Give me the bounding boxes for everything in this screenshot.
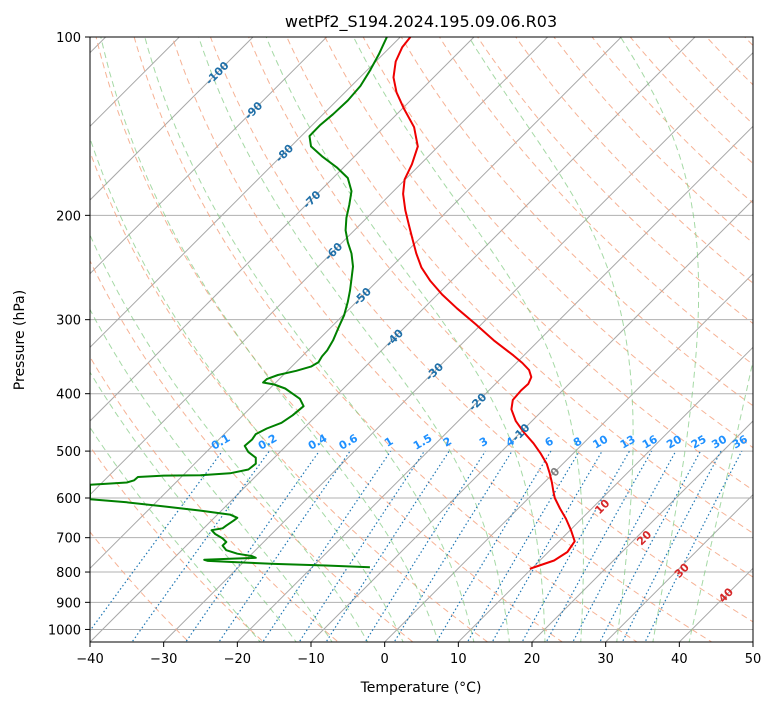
x-tick-label: 20 bbox=[524, 652, 541, 667]
isotherm-line bbox=[90, 37, 623, 570]
x-tick-label: 10 bbox=[450, 652, 467, 667]
dry-adiabat bbox=[171, 37, 713, 642]
isotherm-line bbox=[604, 493, 753, 642]
x-tick-label: −30 bbox=[150, 652, 177, 667]
moist-adiabat bbox=[144, 37, 475, 642]
isotherm-line bbox=[531, 420, 753, 642]
mixing-ratio-line bbox=[364, 450, 486, 642]
mixing-ratio-lines bbox=[90, 450, 743, 642]
plot-area: 0.1 0.2 0.4 0.6 1 1.5 2 3 4 6 8 10 13 16 20 25 30 36-100-… bbox=[90, 37, 753, 642]
mixing-ratio-line bbox=[466, 450, 580, 642]
y-tick-label: 900 bbox=[56, 596, 81, 611]
x-tick-label: 0 bbox=[381, 652, 389, 667]
moist-adiabat bbox=[90, 136, 404, 642]
moist-adiabat bbox=[468, 37, 634, 642]
y-tick-label: 100 bbox=[56, 31, 81, 46]
moist-adiabat bbox=[198, 37, 510, 642]
chart-title: wetPf2_S194.2024.195.09.06.R03 bbox=[285, 12, 557, 32]
x-tick-label: 50 bbox=[745, 652, 762, 667]
moist-adiabat bbox=[90, 308, 333, 642]
y-tick-label: 300 bbox=[56, 314, 81, 329]
mixing-ratio-line bbox=[185, 450, 320, 642]
mixing-ratio-line bbox=[325, 450, 450, 642]
moist-adiabat bbox=[265, 37, 546, 642]
dry-adiabat bbox=[324, 37, 753, 491]
dry-adiabat bbox=[209, 37, 753, 623]
moist-adiabat bbox=[90, 233, 369, 642]
isotherm-line bbox=[90, 37, 402, 349]
dry-adiabat bbox=[553, 37, 753, 244]
x-tick-label: 30 bbox=[597, 652, 614, 667]
moist-adiabat-lines bbox=[90, 37, 753, 642]
temperature-line bbox=[392, 37, 576, 570]
dry-adiabat bbox=[286, 37, 753, 534]
mixing-ratio-line bbox=[218, 450, 351, 642]
isotherm-line bbox=[90, 37, 475, 422]
isobar-gridlines bbox=[90, 37, 753, 630]
isotherm-line bbox=[457, 346, 753, 642]
mixing-ratio-line bbox=[599, 450, 702, 642]
isotherm-line bbox=[383, 272, 753, 642]
isotherm-line bbox=[90, 37, 696, 642]
y-tick-label: 500 bbox=[56, 445, 81, 460]
mixing-ratio-line bbox=[90, 450, 223, 632]
dry-adiabat-lines bbox=[90, 37, 753, 642]
isotherm-line bbox=[236, 125, 753, 642]
dry-adiabat bbox=[362, 37, 753, 449]
isotherm-lines bbox=[90, 37, 753, 642]
dry-adiabat bbox=[133, 37, 638, 642]
moist-adiabat bbox=[688, 358, 753, 642]
isotherm-line bbox=[90, 37, 254, 201]
y-tick-label: 700 bbox=[56, 532, 81, 547]
mixing-ratio-line bbox=[262, 450, 392, 642]
dry-adiabat bbox=[248, 37, 753, 578]
isotherm-line bbox=[90, 37, 181, 128]
dry-adiabat bbox=[90, 531, 190, 642]
y-tick-label: 400 bbox=[56, 388, 81, 403]
dry-adiabat bbox=[400, 37, 753, 407]
isotherm-line bbox=[310, 199, 753, 642]
y-tick-label: 600 bbox=[56, 492, 81, 507]
x-axis-ticks: −40 −30 −20 −10 0 10 20 30 40 50 bbox=[76, 642, 761, 667]
dry-adiabat bbox=[95, 37, 564, 642]
x-tick-label: −10 bbox=[297, 652, 324, 667]
moist-adiabat bbox=[90, 371, 297, 642]
dry-adiabat bbox=[515, 37, 753, 284]
mixing-ratio-line bbox=[621, 450, 722, 642]
x-tick-label: 40 bbox=[671, 652, 688, 667]
moist-adiabat bbox=[90, 426, 261, 642]
x-tick-label: −40 bbox=[76, 652, 103, 667]
isotherm-line bbox=[90, 37, 549, 496]
dry-adiabat bbox=[591, 37, 753, 204]
mixing-ratio-line bbox=[572, 450, 677, 642]
y-axis-ticks: 100 200 300 400 500 600 700 800 900 1000 bbox=[48, 31, 90, 638]
dewpoint-line bbox=[90, 37, 388, 569]
y-tick-label: 200 bbox=[56, 209, 81, 224]
dry-adiabat bbox=[90, 259, 414, 642]
isotherm-line bbox=[90, 37, 328, 275]
sounding-series bbox=[90, 37, 576, 570]
mixing-ratio-line bbox=[298, 450, 425, 642]
x-tick-label: −20 bbox=[224, 652, 251, 667]
x-axis-label: Temperature (°C) bbox=[360, 680, 482, 696]
y-tick-label: 1000 bbox=[48, 623, 81, 638]
plot-frame bbox=[89, 36, 754, 643]
moist-adiabat bbox=[620, 37, 700, 642]
dry-adiabat bbox=[90, 356, 339, 642]
mixing-ratio-line bbox=[393, 450, 513, 642]
y-axis-label: Pressure (hPa) bbox=[12, 290, 28, 390]
mixing-ratio-line bbox=[131, 450, 270, 642]
y-tick-label: 800 bbox=[56, 566, 81, 581]
moist-adiabat bbox=[100, 37, 440, 642]
moist-adiabat bbox=[353, 37, 584, 642]
